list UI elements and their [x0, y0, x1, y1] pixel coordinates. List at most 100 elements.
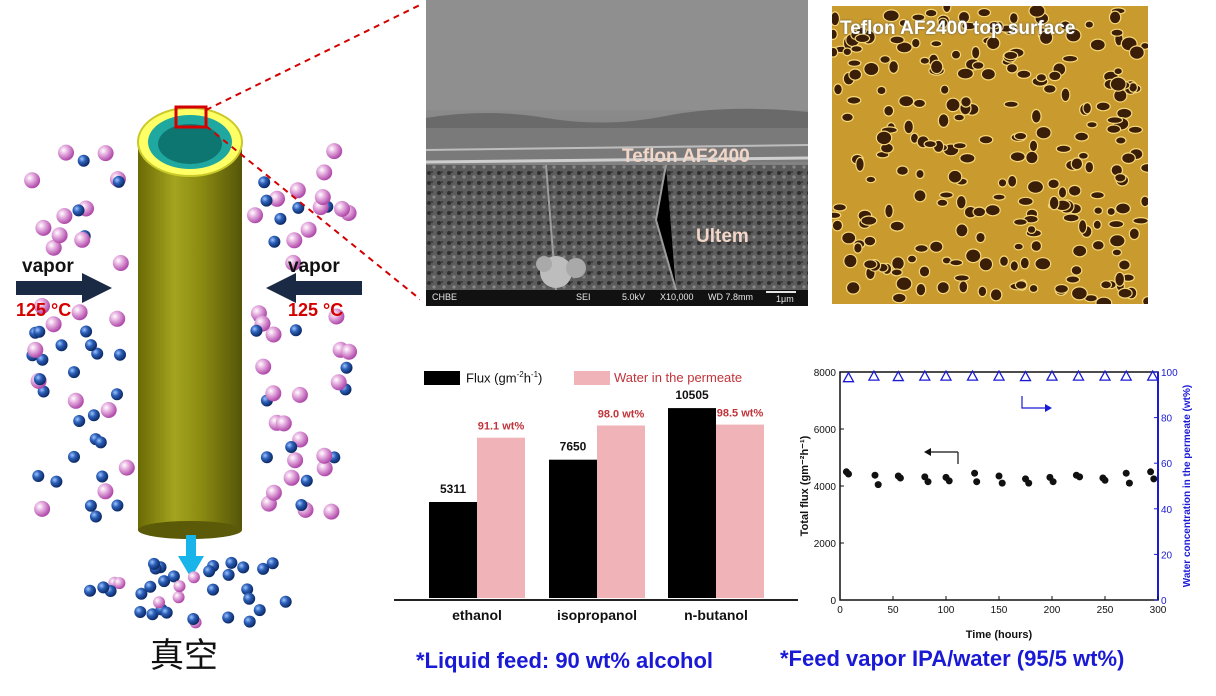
membrane-tube-diagram	[16, 3, 420, 629]
afm-pore	[1035, 125, 1052, 140]
afm-pore	[913, 189, 927, 203]
afm-pore	[1093, 206, 1104, 215]
bar-legend-water-swatch	[574, 371, 610, 385]
afm-pore	[1074, 131, 1090, 142]
pink-sphere-icon	[34, 298, 50, 314]
flux-data-point	[1049, 478, 1057, 486]
afm-pore	[953, 274, 970, 282]
bar-category-label: n-butanol	[684, 607, 748, 623]
afm-pore	[947, 169, 963, 184]
vacuum-arrow-icon	[178, 556, 204, 578]
sem-footer-wd: WD 7.8mm	[708, 292, 753, 302]
afm-pore	[1106, 124, 1122, 134]
afm-pore	[1005, 62, 1019, 74]
blue-sphere-icon	[135, 587, 148, 600]
afm-pore	[833, 83, 843, 96]
blue-sphere-icon	[114, 348, 126, 361]
pink-sphere-icon	[24, 172, 41, 189]
afm-pore	[882, 9, 900, 23]
afm-pore	[1070, 286, 1088, 301]
blue-sphere-icon	[340, 361, 353, 374]
bar-flux-value-label: 7650	[560, 440, 587, 454]
afm-pore	[832, 11, 841, 27]
afm-pore	[960, 96, 972, 108]
afm-pore	[865, 175, 877, 184]
right-axis-indicator-arrowhead-icon	[1045, 404, 1052, 412]
afm-pore	[1117, 287, 1133, 299]
blue-sphere-icon	[158, 575, 171, 588]
afm-pore	[1026, 180, 1045, 194]
sem-footer-scale: 1μm	[776, 294, 794, 304]
flux-data-point	[1147, 468, 1155, 476]
sem-footer-lab: CHBE	[432, 292, 458, 302]
afm-pore	[1077, 151, 1089, 160]
afm-pore	[889, 35, 905, 45]
pink-sphere-icon	[255, 358, 272, 375]
afm-pore	[978, 257, 994, 272]
flux-data-point	[942, 473, 950, 481]
afm-pore	[1109, 76, 1127, 92]
afm-pore	[1084, 160, 1095, 174]
pink-sphere-icon	[97, 483, 114, 500]
afm-pore	[918, 265, 931, 278]
left-axis-indicator-arrow-icon	[930, 451, 959, 464]
blue-sphere-icon	[300, 474, 313, 487]
afm-pore	[1007, 174, 1018, 188]
afm-pore	[855, 156, 865, 172]
pink-sphere-icon	[74, 231, 91, 248]
pink-sphere-icon	[292, 431, 309, 448]
water-data-point	[966, 369, 979, 381]
afm-pore	[1034, 257, 1052, 271]
afm-pore	[975, 231, 986, 244]
blue-sphere-icon	[87, 409, 100, 422]
afm-pore	[977, 7, 992, 18]
blue-sphere-icon	[33, 373, 46, 386]
blue-sphere-icon	[112, 175, 125, 188]
afm-pore	[1100, 280, 1113, 290]
vapor-label-left: vapor	[22, 256, 74, 277]
blue-sphere-icon	[260, 194, 273, 207]
blue-sphere-icon	[241, 583, 254, 596]
afm-pore	[847, 59, 862, 67]
bar-legend-flux-end: )	[538, 370, 543, 386]
afm-image-title: Teflon AF2400 top surface	[840, 18, 1076, 39]
afm-pore	[863, 61, 880, 77]
flux-data-point	[1072, 471, 1080, 479]
afm-pore	[914, 244, 929, 253]
water-data-point	[892, 370, 905, 382]
x-tick-label: 100	[938, 605, 955, 616]
blue-sphere-icon	[250, 324, 263, 337]
afm-pore	[1128, 227, 1140, 241]
afm-pore	[952, 141, 967, 150]
afm-pore	[1017, 196, 1034, 207]
water-data-point	[1019, 370, 1032, 382]
afm-pore	[1114, 136, 1127, 145]
afm-pore	[1091, 239, 1105, 251]
afm-pore	[883, 104, 895, 117]
afm-pore	[832, 211, 842, 220]
afm-pore	[848, 68, 863, 81]
afm-pore	[884, 203, 894, 219]
plot-frame	[839, 371, 1159, 601]
bar-legend-flux-mid: h	[523, 370, 531, 386]
flux-data-point	[973, 478, 981, 486]
blue-sphere-icon	[258, 176, 271, 189]
blue-sphere-icon	[32, 470, 45, 482]
water-data-point	[939, 369, 953, 381]
y-left-tick-label: 8000	[814, 368, 837, 379]
blue-sphere-icon	[85, 339, 97, 352]
flux-data-point	[1122, 469, 1130, 477]
afm-pore	[1070, 157, 1084, 171]
afm-pore	[915, 168, 925, 180]
afm-pore	[1003, 50, 1019, 61]
pink-sphere-icon	[330, 374, 347, 391]
afm-pore	[912, 98, 927, 109]
membrane-tube-body	[138, 138, 242, 530]
blue-sphere-icon	[68, 366, 80, 379]
pink-sphere-icon	[27, 341, 44, 358]
blue-sphere-icon	[225, 556, 238, 569]
blue-sphere-icon	[91, 347, 104, 360]
pink-sphere-icon	[269, 190, 285, 207]
flux-data-point	[995, 472, 1003, 480]
afm-pore	[1014, 280, 1028, 290]
